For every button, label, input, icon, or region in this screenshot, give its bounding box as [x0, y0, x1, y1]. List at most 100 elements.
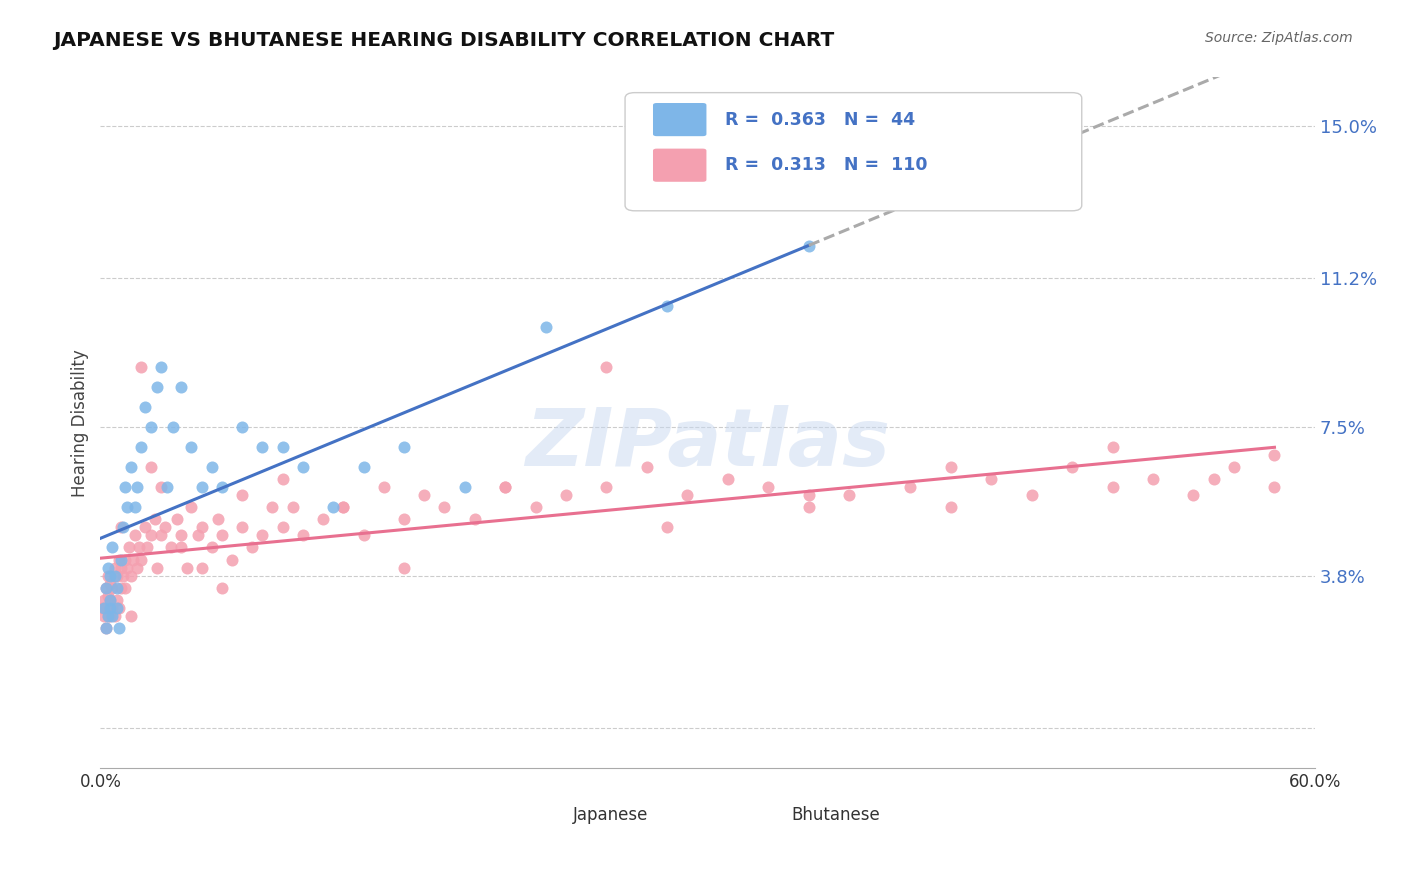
Point	[1263, 480, 1285, 494]
Point	[392, 560, 415, 574]
Point	[898, 480, 921, 494]
Point	[1021, 488, 1043, 502]
Point	[96, 600, 118, 615]
Point	[111, 568, 134, 582]
Point	[176, 560, 198, 574]
Point	[100, 576, 122, 591]
Point	[143, 512, 166, 526]
Text: R =  0.363   N =  44: R = 0.363 N = 44	[724, 111, 915, 128]
Point	[120, 460, 142, 475]
Point	[103, 560, 125, 574]
Point	[1182, 488, 1205, 502]
Point	[93, 600, 115, 615]
Point	[105, 581, 128, 595]
Point	[717, 472, 740, 486]
Point	[201, 541, 224, 555]
Text: Bhutanese: Bhutanese	[792, 805, 880, 823]
Point	[97, 608, 120, 623]
Point	[636, 460, 658, 475]
Point	[252, 528, 274, 542]
Point	[190, 560, 212, 574]
Point	[252, 440, 274, 454]
Point	[139, 460, 162, 475]
Point	[129, 359, 152, 374]
Point	[128, 541, 150, 555]
Text: R =  0.313   N =  110: R = 0.313 N = 110	[724, 156, 927, 174]
Point	[939, 500, 962, 515]
Point	[110, 560, 132, 574]
Point	[1202, 472, 1225, 486]
Point	[150, 528, 173, 542]
Point	[939, 460, 962, 475]
Point	[201, 460, 224, 475]
Point	[125, 560, 148, 574]
Point	[100, 568, 122, 582]
Point	[170, 528, 193, 542]
Point	[110, 581, 132, 595]
Point	[271, 520, 294, 534]
Point	[170, 541, 193, 555]
Point	[111, 520, 134, 534]
Point	[332, 500, 354, 515]
Point	[120, 568, 142, 582]
Point	[211, 480, 233, 494]
Point	[146, 560, 169, 574]
Point	[1142, 472, 1164, 486]
Point	[291, 528, 314, 542]
Point	[114, 480, 136, 494]
Point	[524, 500, 547, 515]
Point	[105, 600, 128, 615]
Point	[190, 480, 212, 494]
Point	[153, 520, 176, 534]
Point	[96, 621, 118, 635]
Point	[105, 592, 128, 607]
Point	[353, 528, 375, 542]
Point	[107, 600, 129, 615]
Point	[262, 500, 284, 515]
Point	[110, 520, 132, 534]
Point	[186, 528, 208, 542]
Point	[207, 512, 229, 526]
Point	[96, 581, 118, 595]
Point	[413, 488, 436, 502]
Point	[97, 560, 120, 574]
Point	[114, 552, 136, 566]
FancyBboxPatch shape	[748, 800, 779, 830]
Point	[103, 568, 125, 582]
Point	[118, 541, 141, 555]
Point	[392, 440, 415, 454]
Y-axis label: Hearing Disability: Hearing Disability	[72, 349, 89, 497]
Point	[1223, 460, 1246, 475]
Point	[271, 472, 294, 486]
Point	[595, 359, 617, 374]
Point	[797, 488, 820, 502]
Point	[211, 581, 233, 595]
Point	[93, 608, 115, 623]
Point	[231, 420, 253, 434]
Point	[91, 600, 114, 615]
Point	[797, 239, 820, 253]
Point	[180, 500, 202, 515]
Point	[555, 488, 578, 502]
Text: ZIPatlas: ZIPatlas	[526, 405, 890, 483]
Point	[97, 608, 120, 623]
Point	[1101, 480, 1123, 494]
Point	[114, 581, 136, 595]
Point	[180, 440, 202, 454]
Point	[124, 500, 146, 515]
Point	[322, 500, 344, 515]
Point	[433, 500, 456, 515]
Point	[494, 480, 516, 494]
Point	[758, 480, 780, 494]
Point	[96, 581, 118, 595]
Point	[139, 420, 162, 434]
Point	[139, 528, 162, 542]
Point	[101, 581, 124, 595]
Point	[156, 480, 179, 494]
Point	[93, 592, 115, 607]
Point	[97, 589, 120, 603]
Point	[332, 500, 354, 515]
Point	[101, 600, 124, 615]
Point	[100, 608, 122, 623]
Point	[110, 552, 132, 566]
